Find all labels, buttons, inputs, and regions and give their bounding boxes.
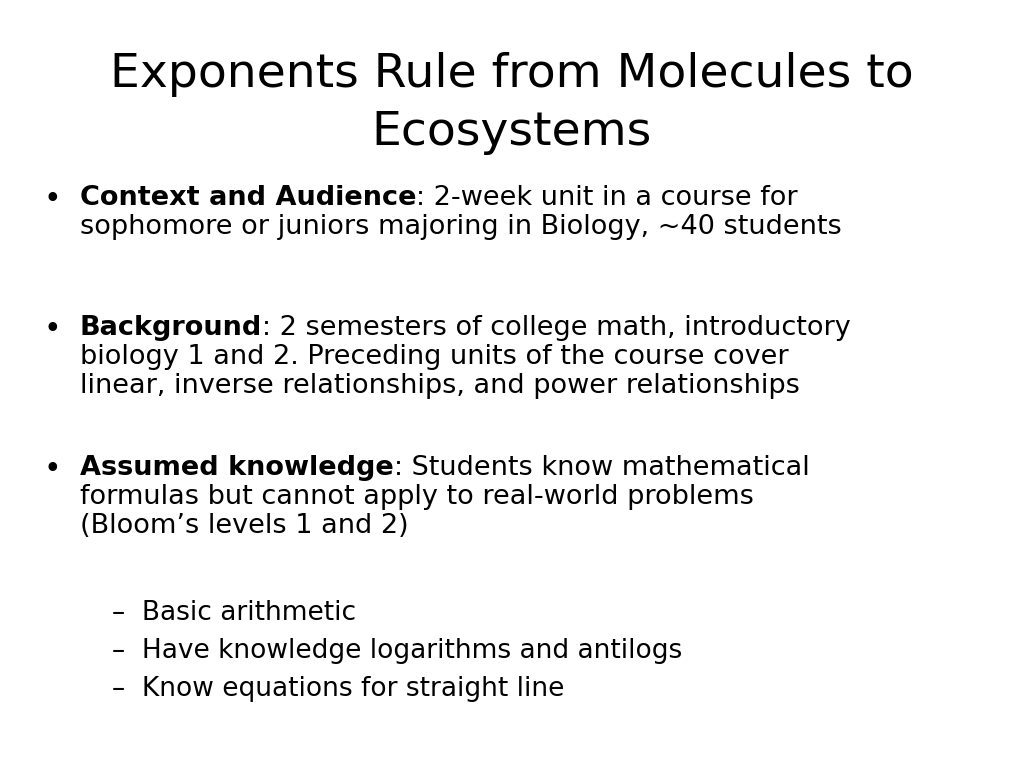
- Text: Background: Background: [80, 315, 262, 341]
- Text: –  Basic arithmetic: – Basic arithmetic: [112, 600, 356, 626]
- Text: : 2-week unit in a course for: : 2-week unit in a course for: [417, 185, 798, 211]
- Text: (Bloom’s levels 1 and 2): (Bloom’s levels 1 and 2): [80, 513, 409, 539]
- Text: –  Have knowledge logarithms and antilogs: – Have knowledge logarithms and antilogs: [112, 638, 682, 664]
- Text: Assumed knowledge: Assumed knowledge: [80, 455, 394, 481]
- Text: –  Know equations for straight line: – Know equations for straight line: [112, 676, 564, 702]
- Text: •: •: [43, 455, 60, 484]
- Text: Exponents Rule from Molecules to: Exponents Rule from Molecules to: [111, 52, 913, 97]
- Text: : Students know mathematical: : Students know mathematical: [394, 455, 810, 481]
- Text: sophomore or juniors majoring in Biology, ~40 students: sophomore or juniors majoring in Biology…: [80, 214, 842, 240]
- Text: •: •: [43, 185, 60, 214]
- Text: : 2 semesters of college math, introductory: : 2 semesters of college math, introduct…: [262, 315, 851, 341]
- Text: formulas but cannot apply to real-world problems: formulas but cannot apply to real-world …: [80, 484, 754, 510]
- Text: linear, inverse relationships, and power relationships: linear, inverse relationships, and power…: [80, 373, 800, 399]
- Text: Context and Audience: Context and Audience: [80, 185, 417, 211]
- Text: biology 1 and 2. Preceding units of the course cover: biology 1 and 2. Preceding units of the …: [80, 344, 788, 370]
- Text: •: •: [43, 315, 60, 344]
- Text: Ecosystems: Ecosystems: [372, 110, 652, 155]
